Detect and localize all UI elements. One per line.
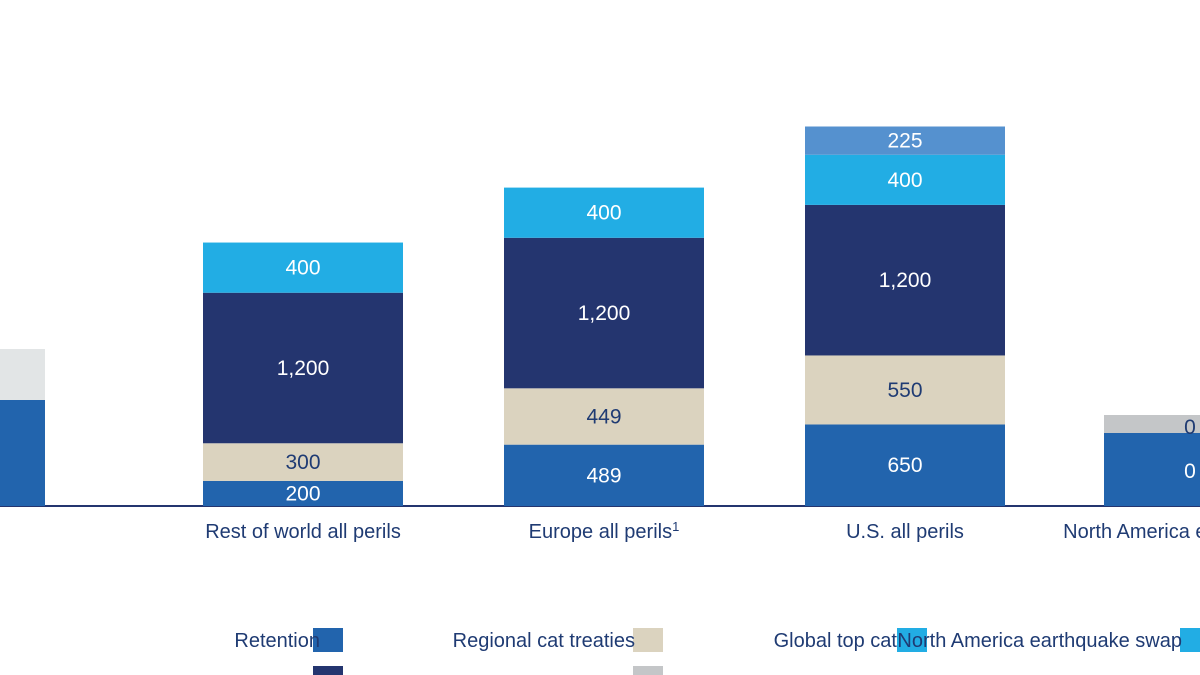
legend-swatch bbox=[633, 666, 663, 675]
bar-value-label: 400 bbox=[887, 169, 922, 192]
bar-value-label: 1,200 bbox=[578, 302, 631, 325]
bar-segment bbox=[805, 424, 1005, 506]
bar-segment bbox=[805, 126, 1005, 155]
bar-segment bbox=[504, 444, 704, 506]
legend-swatch bbox=[1180, 628, 1200, 652]
bar-segment bbox=[805, 355, 1005, 425]
bar-segment bbox=[504, 187, 704, 238]
bar-value-label: 489 bbox=[586, 464, 621, 487]
bar-value-label: 0 bbox=[1184, 416, 1196, 439]
global-bar-top-segment bbox=[0, 349, 45, 400]
category-label: Rest of world all perils bbox=[205, 521, 401, 543]
legend-label: North America earthquake swap bbox=[897, 630, 1182, 652]
bar-value-label: 400 bbox=[285, 257, 320, 280]
bar-value-label: 300 bbox=[285, 451, 320, 474]
legend-swatch bbox=[897, 628, 927, 652]
bar-value-label: 550 bbox=[887, 379, 922, 402]
legend-swatch bbox=[313, 628, 343, 652]
na-eq-bar-top-segment bbox=[1104, 415, 1200, 433]
legend-swatch bbox=[1180, 666, 1200, 675]
global-bar-segment bbox=[0, 400, 45, 506]
legend-label: Regional cat treaties bbox=[453, 630, 635, 652]
bar-value-label: 0 bbox=[1184, 460, 1196, 483]
bar-segment bbox=[805, 154, 1005, 205]
bar-value-label: 400 bbox=[586, 202, 621, 225]
bar-value-label: 1,200 bbox=[879, 269, 932, 292]
bar-value-label: 1,200 bbox=[277, 357, 330, 380]
category-label: U.S. all perils bbox=[846, 521, 964, 543]
legend-swatch bbox=[633, 628, 663, 652]
bar-value-label: 650 bbox=[887, 454, 922, 477]
category-label: Europe all perils1 bbox=[529, 519, 680, 543]
bar-value-label: 225 bbox=[887, 130, 922, 153]
bar-segment bbox=[504, 388, 704, 445]
bar-segment bbox=[203, 292, 403, 444]
category-label: North America earthquake perils bbox=[1063, 521, 1200, 543]
legend-label: Retention bbox=[234, 630, 320, 652]
bar-value-label: 449 bbox=[586, 405, 621, 428]
legend-swatch bbox=[313, 666, 343, 675]
bar-segment bbox=[805, 204, 1005, 356]
bar-value-label: 200 bbox=[285, 482, 320, 505]
bar-segment bbox=[203, 443, 403, 481]
bar-segment bbox=[203, 480, 403, 506]
bar-segment bbox=[203, 242, 403, 293]
bar-segment bbox=[504, 237, 704, 389]
legend-label: Global top cat bbox=[774, 630, 898, 652]
na-eq-bar-segment bbox=[1104, 433, 1200, 506]
footnote-superscript: 1 bbox=[672, 519, 679, 534]
